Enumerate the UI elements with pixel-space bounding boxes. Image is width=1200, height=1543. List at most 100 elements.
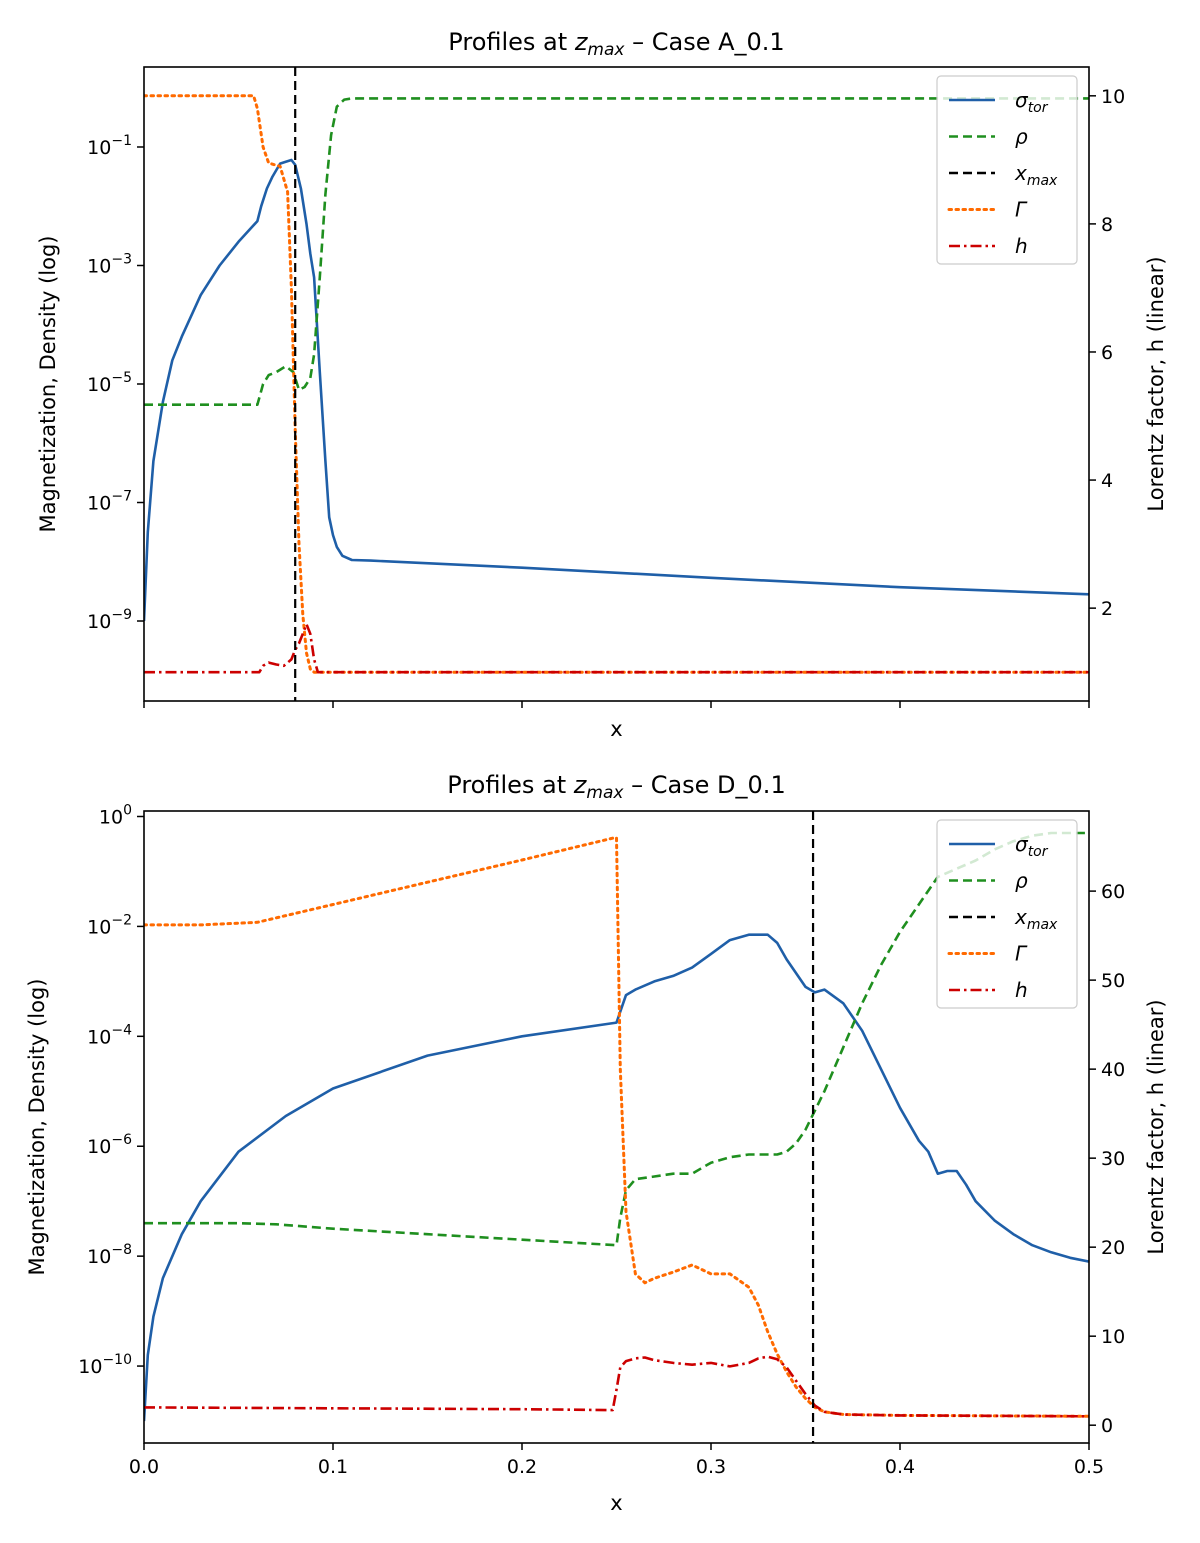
y-right-tick-label: 4 xyxy=(1101,470,1113,492)
y-left-tick-label: 10−3 xyxy=(87,251,132,277)
y-right-tick-label: 30 xyxy=(1101,1148,1125,1170)
series-line-1 xyxy=(144,933,1089,1422)
chart-title-zmax: z xyxy=(574,28,589,56)
legend-label-main: x xyxy=(1014,161,1027,185)
legend-box xyxy=(936,75,1078,265)
chart-title-prefix: Profiles at xyxy=(447,771,574,799)
legend-label-sigma: σtor xyxy=(1015,88,1049,116)
y-left-tick-base: 10 xyxy=(87,1026,111,1048)
y-left-tick-label: 10−6 xyxy=(87,1132,132,1158)
y-left-tick-exponent: 0 xyxy=(123,802,132,818)
y-right-tick-label: 20 xyxy=(1101,1237,1125,1259)
legend-label-xmax: xmax xyxy=(1014,905,1058,933)
legend-box xyxy=(936,819,1078,1009)
y-right-tick-label: 8 xyxy=(1101,214,1113,236)
y-left-tick-label: 10−4 xyxy=(87,1022,132,1048)
y-left-tick-label: 10−1 xyxy=(87,133,132,159)
y-left-tick-base: 10 xyxy=(99,806,123,828)
legend-label-sub: tor xyxy=(1028,100,1049,116)
y-left-tick-label: 10−2 xyxy=(87,912,132,938)
x-axis-label: x xyxy=(610,1491,622,1515)
legend-label-h: h xyxy=(1015,234,1028,258)
series-line-3 xyxy=(144,836,1089,1418)
legend-label-main: ρ xyxy=(1015,125,1028,149)
y-right-tick-label: 10 xyxy=(1101,1326,1125,1348)
legend-label-main: Γ xyxy=(1015,198,1028,222)
y-left-tick-exponent: −7 xyxy=(111,489,132,505)
y-left-tick-label: 10−5 xyxy=(87,370,132,396)
panel-case-d: Profiles at zmax – Case D_0.10.0 0.1 0.2 0.… xyxy=(25,771,1168,1515)
y-left-tick-exponent: −2 xyxy=(111,912,132,928)
series-group xyxy=(144,67,1089,701)
y-right-tick-label: 6 xyxy=(1101,342,1113,364)
y-left-tick-label: 10−9 xyxy=(87,607,132,633)
legend-label-main: h xyxy=(1015,234,1028,258)
x-tick-label: 0.4 xyxy=(885,1456,915,1478)
legend-label-sub: tor xyxy=(1028,844,1049,860)
chart-title-suffix: – Case D_0.1 xyxy=(623,771,785,799)
y-left-tick-base: 10 xyxy=(87,1246,111,1268)
y-right-axis-label: Lorentz factor, h (linear) xyxy=(1144,999,1168,1254)
y-left-tick-exponent: −3 xyxy=(111,251,132,267)
y-left-tick-label: 10−8 xyxy=(87,1242,132,1268)
legend-label-rho: ρ xyxy=(1015,125,1028,149)
legend-label-xmax: xmax xyxy=(1014,161,1058,189)
chart-title-suffix: – Case A_0.1 xyxy=(624,28,784,56)
y-left-tick-label: 100 xyxy=(99,802,132,828)
y-left-tick-base: 10 xyxy=(87,374,111,396)
chart-title: Profiles at zmax – Case A_0.1 xyxy=(448,28,784,60)
series-line-2 xyxy=(144,97,1089,407)
y-left-tick-exponent: −5 xyxy=(111,370,132,386)
y-left-tick-base: 10 xyxy=(87,611,111,633)
y-left-tick-exponent: −1 xyxy=(111,133,132,149)
legend-label-sub: max xyxy=(1027,917,1058,933)
legend-label-sub: max xyxy=(1027,173,1058,189)
legend-label-h: h xyxy=(1015,978,1028,1002)
y-left-tick-base: 10 xyxy=(87,493,111,515)
series-line-3 xyxy=(144,94,1089,674)
x-tick-label: 0.0 xyxy=(129,1456,159,1478)
y-right-tick-label: 0 xyxy=(1101,1415,1113,1437)
y-left-tick-base: 10 xyxy=(87,255,111,277)
chart-title-zmax: z xyxy=(573,771,588,799)
series-line-4 xyxy=(144,622,1089,674)
y-left-tick-label: 10−7 xyxy=(87,489,132,515)
x-tick-label: 0.5 xyxy=(1074,1456,1104,1478)
legend-label-sigma: σtor xyxy=(1015,832,1049,860)
x-axis-label: x xyxy=(610,717,622,741)
y-right-tick-label: 60 xyxy=(1101,881,1125,903)
legend-label-rho: ρ xyxy=(1015,869,1028,893)
legend-label-main: σ xyxy=(1015,88,1029,112)
y-right-axis-label: Lorentz factor, h (linear) xyxy=(1144,256,1168,511)
y-left-axis-label: Magnetization, Density (log) xyxy=(36,236,60,533)
y-left-tick-base: 10 xyxy=(87,137,111,159)
y-left-tick-exponent: −4 xyxy=(111,1022,132,1038)
chart-title-zmax-sub: max xyxy=(587,40,625,60)
legend-label-gamma: Γ xyxy=(1015,942,1028,966)
y-left-tick-exponent: −6 xyxy=(111,1132,132,1148)
chart-title-prefix: Profiles at xyxy=(448,28,575,56)
y-left-tick-label: 10−10 xyxy=(78,1352,132,1378)
legend-label-main: x xyxy=(1014,905,1027,929)
legend-label-main: ρ xyxy=(1015,869,1028,893)
panel-case-a: Profiles at zmax – Case A_0.110−910−710−… xyxy=(36,28,1168,741)
legend-label-gamma: Γ xyxy=(1015,198,1028,222)
y-left-tick-base: 10 xyxy=(87,916,111,938)
legend-label-main: σ xyxy=(1015,832,1029,856)
y-left-tick-base: 10 xyxy=(78,1356,102,1378)
x-tick-label: 0.2 xyxy=(507,1456,537,1478)
legend-label-main: Γ xyxy=(1015,942,1028,966)
chart-title-zmax-sub: max xyxy=(586,783,624,803)
series-line-1 xyxy=(144,158,1089,622)
legend-label-main: h xyxy=(1015,978,1028,1002)
y-right-tick-label: 50 xyxy=(1101,970,1125,992)
y-left-tick-exponent: −10 xyxy=(102,1352,132,1368)
y-right-tick-label: 2 xyxy=(1101,598,1113,620)
x-tick-label: 0.1 xyxy=(318,1456,348,1478)
chart-title: Profiles at zmax – Case D_0.1 xyxy=(447,771,785,803)
y-left-tick-exponent: −9 xyxy=(111,607,132,623)
y-left-tick-base: 10 xyxy=(87,1136,111,1158)
